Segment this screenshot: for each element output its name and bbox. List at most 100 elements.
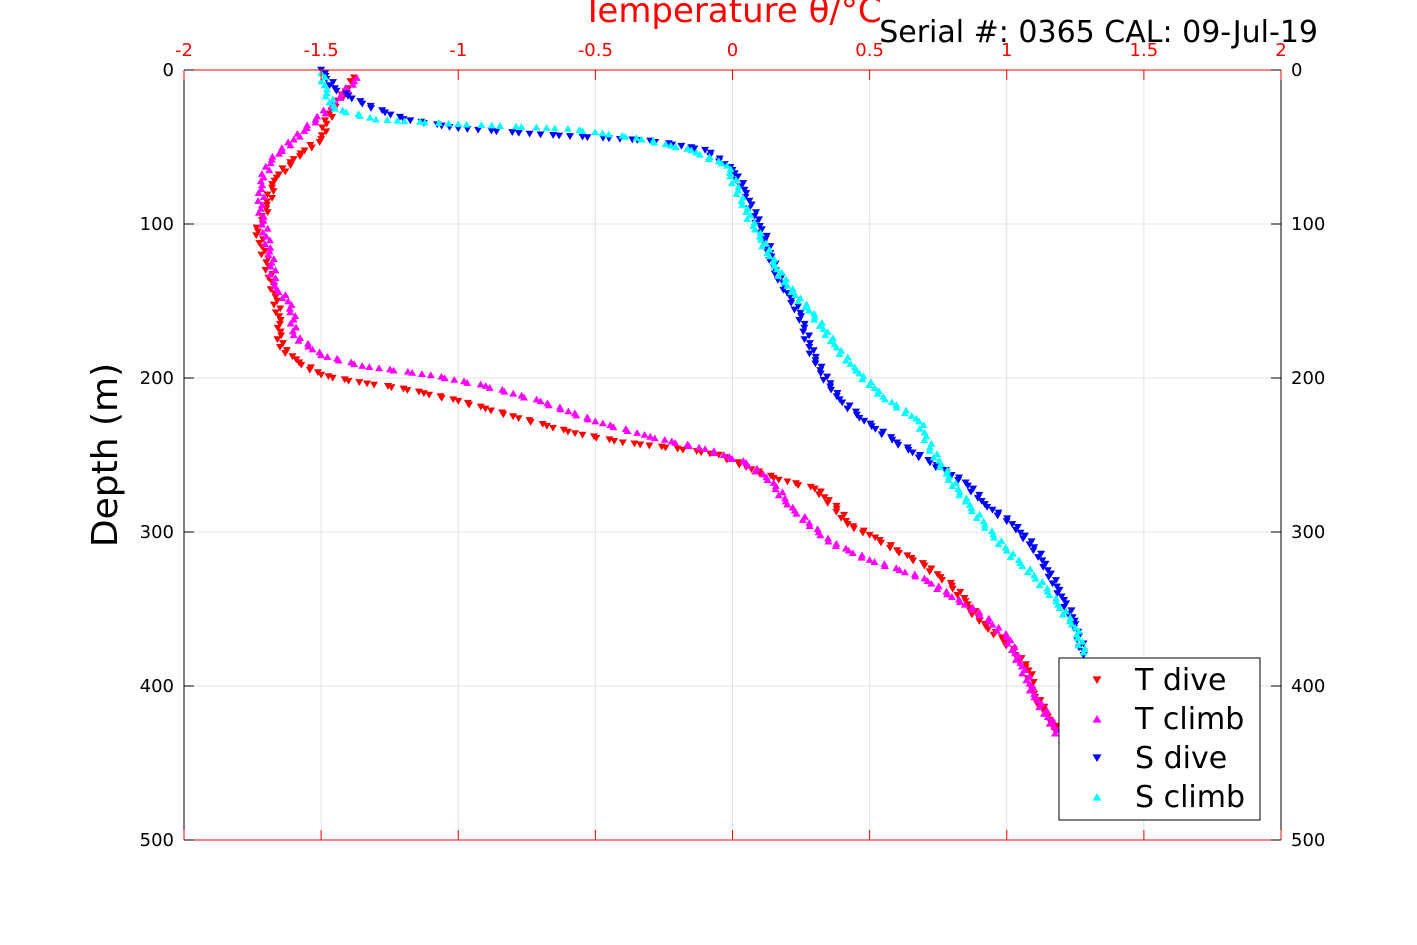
data-point [1035,581,1044,589]
data-point [1011,656,1020,663]
data-point [592,434,601,442]
data-point [980,520,989,528]
data-point [1055,604,1064,612]
data-point [646,432,655,440]
data-point [1002,546,1011,554]
data-point [365,363,374,371]
data-point [277,332,286,340]
data-point [810,309,819,317]
data-point [870,384,879,391]
data-point [259,212,268,220]
data-point [810,312,819,320]
data-point [1045,719,1054,727]
data-point [307,144,316,152]
data-point [599,134,608,142]
data-point [755,232,764,240]
data-point [304,342,313,350]
data-point [881,395,890,403]
data-point [321,109,330,117]
data-point [925,459,934,467]
data-point [269,301,278,309]
data-point [267,155,276,163]
data-point [347,95,356,103]
data-point [261,240,270,247]
data-point [1061,607,1070,615]
data-point [661,444,670,452]
data-point [687,146,696,154]
data-point [1079,648,1088,656]
data-point [1003,639,1012,647]
data-point [858,529,867,537]
data-point [838,399,847,407]
data-point [961,497,970,505]
data-point [992,626,1001,634]
data-point [661,140,670,148]
legend-label: S dive [1135,741,1227,776]
data-point [517,123,526,130]
data-point [420,118,429,126]
data-point [440,374,449,382]
data-point [966,488,975,496]
data-point [550,124,559,132]
data-point [270,177,279,185]
data-point [454,120,463,128]
data-point [810,315,819,323]
data-point [783,478,792,486]
data-point [396,113,405,121]
data-point [514,129,523,137]
data-point [269,188,278,195]
data-point [583,415,592,423]
data-point [271,266,280,274]
data-point [819,325,828,332]
data-point [871,534,880,542]
data-point [559,426,568,434]
data-point [1029,678,1038,686]
data-point [266,159,275,167]
data-point [542,422,551,430]
data-point [783,282,792,289]
data-point [549,132,558,139]
data-point [508,129,517,136]
data-point [877,431,886,439]
data-point [610,437,619,445]
y-tick-label-right: 500 [1291,830,1325,851]
data-point [548,424,557,432]
data-point [477,121,486,129]
data-point [271,293,280,301]
data-point [801,303,810,311]
data-point [1057,593,1066,601]
data-point [914,454,923,462]
data-point [254,208,263,216]
data-point [273,297,282,305]
data-point [487,407,496,415]
data-point [286,319,295,327]
data-point [1058,610,1067,618]
data-point [895,566,904,574]
data-point [1011,649,1020,657]
data-point [799,328,808,336]
data-point [1035,703,1044,711]
data-point [1023,568,1032,576]
data-point [811,360,820,368]
data-point [915,425,924,432]
data-point [967,605,976,613]
data-point [1021,666,1030,673]
data-point [908,449,917,457]
data-point [967,611,976,619]
data-point [745,197,754,205]
data-point [269,278,278,285]
data-point [1060,603,1069,611]
data-point [727,179,736,187]
data-point [865,381,874,389]
data-point [726,165,735,173]
data-point [417,370,426,377]
data-point [1025,686,1034,694]
data-point [500,387,509,395]
data-point [322,85,331,93]
data-point [281,350,290,357]
legend-marker [1092,754,1102,763]
data-point [444,119,453,127]
y-axis-label: Depth (m) [85,363,126,547]
data-point [870,558,879,565]
